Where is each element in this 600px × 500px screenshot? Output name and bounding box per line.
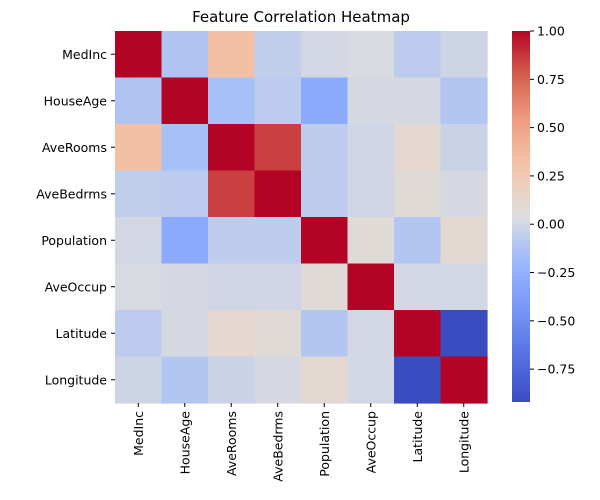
heatmap-cell [347,77,395,125]
row-label: MedInc [62,47,107,62]
chart-title: Feature Correlation Heatmap [192,8,410,26]
heatmap-cell [301,31,349,79]
heatmap-cell [208,170,256,218]
heatmap-cell [347,263,395,311]
row-label: AveRooms [42,140,107,155]
heatmap-cell [254,217,302,265]
heatmap-cell [301,356,349,404]
heatmap-cell [347,356,395,404]
heatmap-cell [347,170,395,218]
heatmap-cell [440,77,488,125]
heatmap-cell [208,77,256,125]
heatmap-cell [254,170,302,218]
colorbar-tick-label: 0.50 [537,120,565,135]
row-label: AveOccup [45,279,107,294]
heatmap-cell [208,217,256,265]
colorbar-tick-label: 1.00 [537,24,565,39]
column-label: HouseAge [177,411,192,475]
colorbar-tick-label: 0.25 [537,168,565,183]
heatmap-cell [208,356,256,404]
heatmap-cell [208,31,256,79]
heatmap-cell [394,170,442,218]
column-label: Longitude [456,411,471,473]
heatmap-cell [115,31,163,79]
heatmap-cell [208,263,256,311]
row-label: HouseAge [44,93,108,108]
colorbar [512,31,530,402]
colorbar-tick-label: −0.75 [537,362,575,377]
heatmap-cell [394,356,442,404]
heatmap-cell [115,77,163,125]
heatmap-cell [301,124,349,172]
row-label: Latitude [56,326,108,341]
colorbar-tick-label: 0.75 [537,72,565,87]
heatmap-cell [254,356,302,404]
heatmap-cell [208,310,256,358]
heatmap-cell [347,124,395,172]
heatmap-cell [347,310,395,358]
column-label: MedInc [131,411,146,456]
heatmap-cell [115,356,163,404]
heatmap-cell [440,170,488,218]
column-label: Latitude [410,411,425,463]
heatmap-cell [115,263,163,311]
heatmap-cell [115,310,163,358]
row-label: Longitude [45,372,107,387]
heatmap-cells [115,31,488,404]
column-labels: MedInc HouseAge AveRooms AveBedrms Populatio… [131,403,471,482]
row-labels: MedInc HouseAge AveRooms AveBedrms Populatio… [36,47,115,387]
heatmap-cell [394,124,442,172]
heatmap-cell [440,31,488,79]
heatmap-cell [301,217,349,265]
heatmap-cell [440,217,488,265]
heatmap-cell [394,217,442,265]
heatmap-cell [440,310,488,358]
heatmap-cell [161,217,209,265]
column-label: AveBedrms [270,411,285,482]
heatmap-cell [115,217,163,265]
row-label: Population [41,233,107,248]
heatmap-cell [394,31,442,79]
row-label: AveBedrms [36,186,107,201]
heatmap-cell [161,77,209,125]
heatmap-cell [440,263,488,311]
heatmap-cell [254,124,302,172]
heatmap-cell [254,263,302,311]
heatmap-cell [254,77,302,125]
column-label: AveRooms [224,411,239,476]
heatmap-cell [394,263,442,311]
heatmap-cell [161,310,209,358]
heatmap-cell [301,170,349,218]
colorbar-tick-label: −0.50 [537,313,575,328]
heatmap-cell [161,263,209,311]
heatmap-cell [254,310,302,358]
heatmap-cell [394,77,442,125]
colorbar-ticks: 1.00 0.75 0.50 0.25 0.00 −0.25 −0.50 −0.75 [530,24,575,377]
heatmap-cell [161,170,209,218]
heatmap-cell [440,356,488,404]
heatmap-cell [440,124,488,172]
heatmap-cell [254,31,302,79]
heatmap-cell [161,124,209,172]
column-label: AveOccup [363,411,378,473]
column-label: Population [317,411,332,477]
heatmap-cell [115,170,163,218]
heatmap-cell [301,77,349,125]
heatmap-cell [394,310,442,358]
heatmap-cell [347,217,395,265]
colorbar-tick-label: −0.25 [537,265,575,280]
heatmap-cell [161,31,209,79]
heatmap-cell [161,356,209,404]
heatmap-cell [301,310,349,358]
heatmap-cell [347,31,395,79]
heatmap-cell [208,124,256,172]
heatmap-cell [301,263,349,311]
colorbar-tick-label: 0.00 [537,217,565,232]
heatmap-cell [115,124,163,172]
